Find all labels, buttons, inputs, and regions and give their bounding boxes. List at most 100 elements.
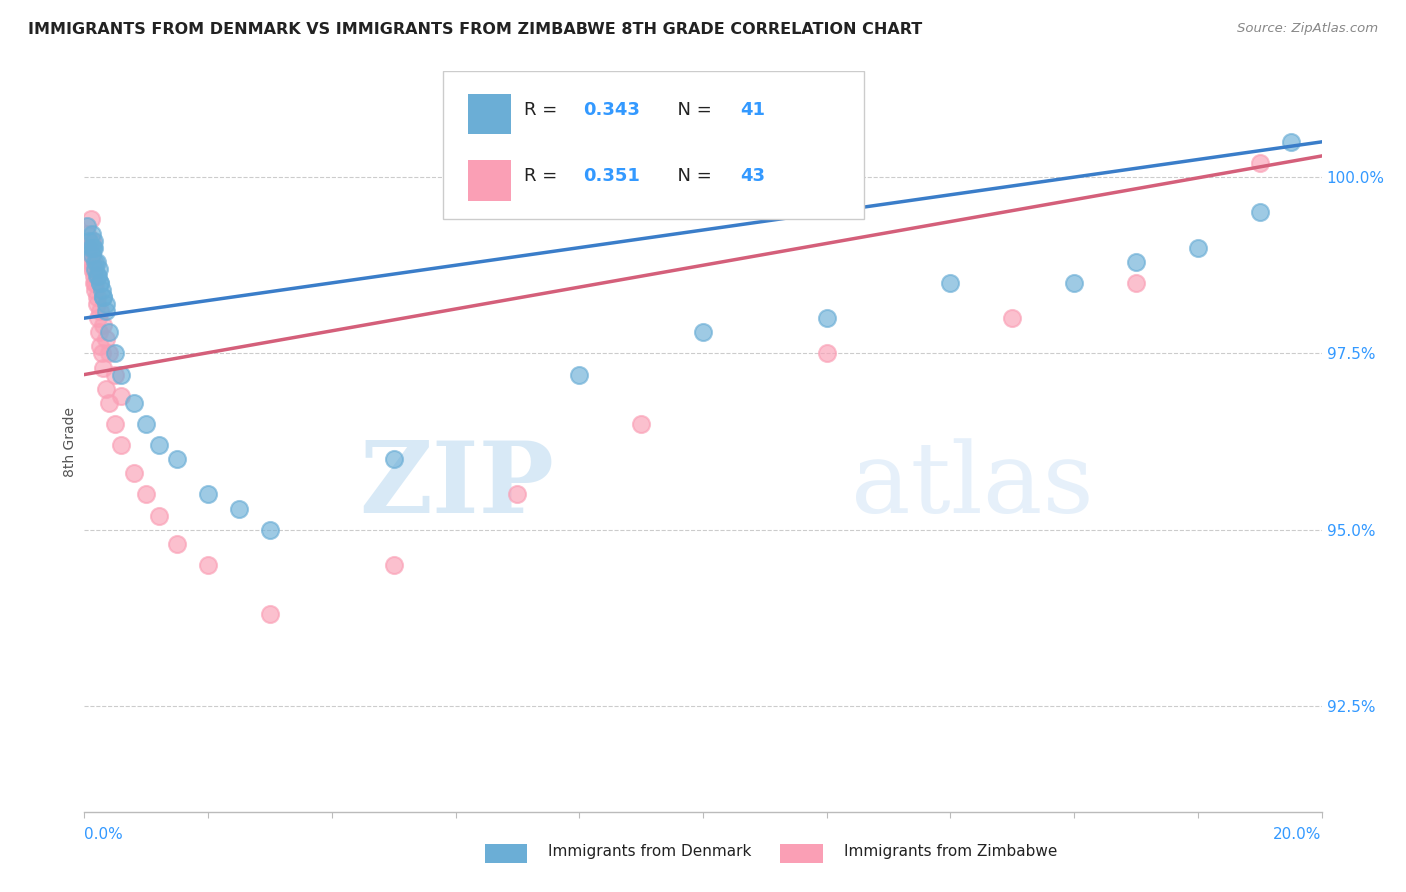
Point	[83, 241, 105, 255]
Point	[79, 241, 101, 255]
Text: 0.351: 0.351	[583, 168, 640, 186]
Point	[90, 346, 112, 360]
Text: IMMIGRANTS FROM DENMARK VS IMMIGRANTS FROM ZIMBABWE 8TH GRADE CORRELATION CHART: IMMIGRANTS FROM DENMARK VS IMMIGRANTS FR…	[28, 22, 922, 37]
Point	[1187, 241, 1209, 255]
Point	[80, 234, 103, 248]
Point	[79, 212, 101, 227]
Point	[630, 417, 652, 431]
Point	[91, 360, 114, 375]
Point	[506, 487, 529, 501]
Point	[84, 261, 107, 276]
Point	[89, 304, 111, 318]
Point	[86, 268, 108, 283]
Bar	[468, 161, 512, 201]
Text: N =: N =	[666, 101, 711, 119]
Text: 20.0%: 20.0%	[1274, 827, 1322, 841]
Point	[91, 290, 114, 304]
Point	[87, 311, 110, 326]
Point	[122, 467, 145, 481]
Point	[166, 537, 188, 551]
Text: 0.0%: 0.0%	[84, 827, 124, 841]
Point	[82, 248, 104, 262]
Point	[382, 452, 405, 467]
Point	[83, 276, 105, 290]
Point	[89, 276, 111, 290]
Point	[87, 268, 110, 283]
Point	[86, 254, 108, 268]
Point	[98, 346, 121, 360]
Point	[83, 234, 105, 248]
Point	[568, 368, 591, 382]
Point	[89, 325, 111, 339]
Point	[135, 487, 157, 501]
Point	[80, 261, 103, 276]
Point	[148, 508, 170, 523]
Point	[83, 261, 105, 276]
Point	[94, 304, 117, 318]
Point	[259, 523, 281, 537]
Point	[1279, 135, 1302, 149]
Point	[82, 227, 104, 241]
Point	[104, 417, 127, 431]
Point	[94, 382, 117, 396]
Point	[98, 325, 121, 339]
Text: 41: 41	[740, 101, 765, 119]
Point	[104, 368, 127, 382]
Text: Immigrants from Denmark: Immigrants from Denmark	[548, 845, 752, 859]
Point	[228, 501, 250, 516]
Point	[1125, 254, 1147, 268]
Text: R =: R =	[523, 101, 562, 119]
Point	[91, 318, 114, 333]
Point	[135, 417, 157, 431]
Text: Source: ZipAtlas.com: Source: ZipAtlas.com	[1237, 22, 1378, 36]
Point	[939, 276, 962, 290]
Text: 0.343: 0.343	[583, 101, 640, 119]
Point	[815, 311, 838, 326]
Point	[83, 254, 105, 268]
Point	[82, 241, 104, 255]
Point	[259, 607, 281, 622]
Point	[91, 290, 114, 304]
Text: ZIP: ZIP	[360, 437, 554, 534]
Point	[83, 276, 105, 290]
Point	[815, 346, 838, 360]
Point	[94, 332, 117, 346]
Text: 43: 43	[740, 168, 765, 186]
Point	[98, 396, 121, 410]
Point	[1249, 156, 1271, 170]
Point	[1063, 276, 1085, 290]
Point	[197, 558, 219, 572]
Point	[94, 297, 117, 311]
Point	[90, 283, 112, 297]
Point	[148, 438, 170, 452]
Point	[1249, 205, 1271, 219]
Point	[382, 558, 405, 572]
Point	[86, 290, 108, 304]
Bar	[468, 94, 512, 135]
Y-axis label: 8th Grade: 8th Grade	[63, 407, 77, 476]
Point	[110, 438, 132, 452]
Text: atlas: atlas	[852, 438, 1094, 533]
Text: Immigrants from Zimbabwe: Immigrants from Zimbabwe	[844, 845, 1057, 859]
Point	[122, 396, 145, 410]
Point	[1125, 276, 1147, 290]
Point	[79, 254, 101, 268]
Point	[692, 325, 714, 339]
Point	[110, 389, 132, 403]
Point	[1001, 311, 1024, 326]
Point	[197, 487, 219, 501]
Point	[82, 254, 104, 268]
Point	[104, 346, 127, 360]
Point	[89, 339, 111, 353]
Point	[84, 283, 107, 297]
Point	[79, 234, 101, 248]
Text: R =: R =	[523, 168, 562, 186]
FancyBboxPatch shape	[443, 71, 863, 219]
Point	[76, 227, 98, 241]
Point	[83, 268, 105, 283]
Text: N =: N =	[666, 168, 711, 186]
Point	[166, 452, 188, 467]
Point	[79, 241, 101, 255]
Point	[80, 248, 103, 262]
Point	[89, 276, 111, 290]
